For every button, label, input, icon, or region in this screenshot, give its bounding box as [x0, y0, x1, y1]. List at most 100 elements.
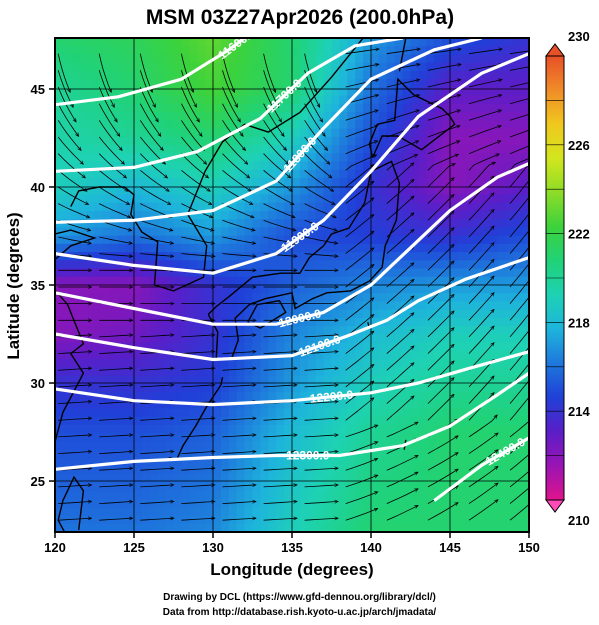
heat-cell	[410, 210, 419, 220]
heat-cell	[513, 194, 522, 204]
heat-cell	[126, 309, 135, 319]
heat-cell	[521, 235, 529, 245]
heat-cell	[339, 515, 348, 525]
streamline	[304, 253, 338, 257]
heat-cell	[118, 482, 127, 492]
heat-cell	[355, 400, 364, 410]
heat-cell	[276, 523, 285, 532]
heat-cell	[284, 79, 293, 88]
heat-cell	[355, 120, 364, 130]
heat-cell	[276, 136, 285, 146]
heat-cell	[307, 54, 317, 64]
heat-cell	[70, 342, 80, 352]
heat-cell	[220, 177, 230, 187]
heat-cell	[473, 79, 483, 88]
heat-cell	[284, 38, 293, 47]
heat-cell	[173, 202, 182, 212]
heat-cell	[236, 507, 246, 517]
heat-cell	[402, 375, 412, 385]
heat-cell	[276, 62, 285, 72]
heat-cell	[505, 499, 514, 508]
heat-cell	[489, 202, 498, 212]
heat-cell	[213, 219, 222, 228]
heat-cell	[426, 334, 435, 344]
heat-cell	[299, 375, 309, 385]
heat-cell	[260, 268, 269, 278]
heat-cell	[292, 62, 301, 72]
heat-cell	[481, 342, 491, 352]
streamline	[304, 352, 338, 354]
heat-cell	[165, 112, 175, 121]
heat-cell	[70, 507, 80, 517]
heat-cell	[307, 416, 317, 426]
streamline	[386, 489, 418, 504]
heat-cell	[378, 433, 388, 443]
heat-cell	[307, 359, 317, 368]
heat-cell	[410, 87, 419, 97]
heat-cell	[505, 95, 514, 105]
heat-cell	[118, 276, 127, 286]
heat-cell	[252, 449, 261, 459]
streamline	[345, 80, 379, 88]
heat-cell	[173, 342, 182, 352]
heat-cell	[331, 235, 340, 245]
heat-cell	[450, 95, 459, 105]
heat-cell	[386, 449, 396, 459]
heat-cell	[331, 276, 340, 286]
heat-cell	[55, 350, 64, 360]
heat-cell	[442, 449, 451, 459]
heat-cell	[450, 449, 459, 459]
heat-cell	[94, 507, 103, 517]
heat-cell	[244, 309, 254, 319]
x-tick-label: 140	[360, 540, 382, 555]
heat-cell	[339, 350, 348, 360]
heat-cell	[355, 416, 364, 426]
heat-cell	[276, 177, 285, 187]
heat-cell	[371, 383, 380, 393]
streamline	[222, 368, 256, 371]
heat-cell	[134, 441, 143, 451]
heat-cell	[94, 202, 103, 212]
heat-cell	[292, 194, 301, 204]
heat-cell	[70, 367, 80, 377]
heat-cell	[276, 392, 285, 401]
heat-cell	[252, 499, 261, 508]
heat-cell	[205, 408, 214, 418]
heat-cell	[450, 334, 459, 344]
heat-cell	[426, 38, 435, 47]
heat-cell	[149, 523, 159, 532]
heat-cell	[197, 70, 206, 80]
heat-cell	[331, 433, 340, 443]
heat-cell	[378, 219, 388, 228]
heat-cell	[213, 499, 222, 508]
heat-cell	[386, 79, 396, 88]
heat-cell	[505, 326, 514, 335]
heat-cell	[450, 285, 459, 294]
heat-cell	[205, 235, 214, 245]
heat-cell	[465, 301, 475, 311]
heat-cell	[126, 474, 135, 484]
heat-cell	[378, 194, 388, 204]
heat-cell	[228, 359, 238, 368]
heat-cell	[418, 136, 427, 146]
heat-cell	[355, 375, 364, 385]
heat-cell	[450, 350, 459, 360]
heat-cell	[450, 441, 459, 451]
heat-cell	[55, 79, 64, 88]
heat-cell	[497, 350, 506, 360]
heat-cell	[102, 482, 111, 492]
heat-cell	[181, 490, 190, 500]
heat-cell	[497, 145, 506, 154]
heat-cell	[276, 342, 285, 352]
streamline	[181, 352, 214, 354]
heat-cell	[434, 301, 443, 311]
heat-cell	[94, 424, 103, 434]
heat-cell	[363, 260, 372, 270]
streamline	[468, 433, 498, 454]
heat-cell	[205, 128, 214, 138]
heat-cell	[299, 169, 309, 179]
heat-cell	[434, 38, 443, 47]
heat-cell	[410, 276, 419, 286]
heat-cell	[268, 202, 277, 212]
heat-cell	[355, 210, 364, 220]
